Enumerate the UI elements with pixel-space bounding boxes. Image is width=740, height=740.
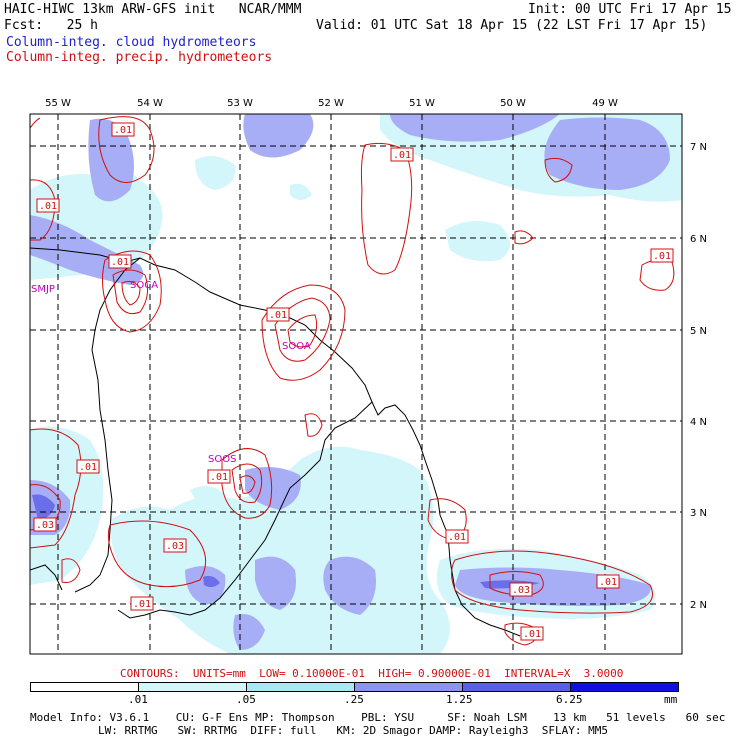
- station-label: SMJP: [31, 284, 55, 295]
- contour-label: .03: [33, 517, 57, 532]
- contour-info: CONTOURS: UNITS=mm LOW= 0.10000E-01 HIGH…: [120, 667, 624, 680]
- map-frame: [29, 113, 683, 655]
- lon-axis: 55 W 54 W 53 W 52 W 51 W 50 W 49 W: [45, 98, 618, 109]
- svg-text:.01: .01: [599, 577, 617, 588]
- svg-text:.01: .01: [210, 472, 228, 483]
- lat-label: 4 N: [690, 417, 707, 428]
- lat-lon-grid: [30, 114, 682, 654]
- svg-text:.01: .01: [79, 462, 97, 473]
- lon-label: 50 W: [500, 98, 526, 109]
- colorbar-unit: mm: [664, 693, 678, 706]
- contour-label: .03: [163, 538, 187, 553]
- colorbar-label: 6.25: [556, 693, 583, 706]
- colorbar-cell: [30, 682, 139, 692]
- shading-layer: .01 .01 .01 .01 .01 .01 .01 .01 .01 .01 …: [30, 114, 682, 654]
- colorbar-label: 1.25: [446, 693, 473, 706]
- lat-label: 5 N: [690, 326, 707, 337]
- lat-label: 6 N: [690, 234, 707, 245]
- precip-contours: [30, 116, 675, 646]
- field-precip-label: Column-integ. precip. hydrometeors: [6, 50, 273, 65]
- contour-label-layer: .01 .01 .01 .01 .01 .01 .01 .01 .01 .01 …: [33, 122, 674, 641]
- svg-text:.01: .01: [39, 201, 57, 212]
- init-time: Init: 00 UTC Fri 17 Apr 15: [528, 2, 732, 17]
- svg-text:.01: .01: [111, 257, 129, 268]
- lat-label: 7 N: [690, 142, 707, 153]
- colorbar-cell: [138, 682, 247, 692]
- lon-label: 54 W: [137, 98, 163, 109]
- field-cloud-label: Column-integ. cloud hydrometeors: [6, 35, 257, 50]
- lon-label: 53 W: [227, 98, 253, 109]
- model-info-line1: Model Info: V3.6.1 CU: G-F Ens MP: Thomp…: [30, 711, 726, 724]
- model-info-line2: LW: RRTMG SW: RRTMG DIFF: full KM: 2D Sm…: [98, 724, 608, 737]
- colorbar-label: .25: [344, 693, 364, 706]
- station-label: SOOA: [282, 341, 311, 352]
- contour-label: .01: [36, 198, 60, 213]
- contour-label: .03: [509, 582, 533, 597]
- contour-label: .01: [520, 626, 544, 641]
- svg-text:.01: .01: [133, 599, 151, 610]
- svg-text:.03: .03: [512, 585, 530, 596]
- lon-label: 49 W: [592, 98, 618, 109]
- svg-text:.01: .01: [523, 629, 541, 640]
- svg-text:.01: .01: [653, 251, 671, 262]
- colorbar-cell: [462, 682, 571, 692]
- title: HAIC-HIWC 13km ARW-GFS init NCAR/MMM: [4, 2, 302, 17]
- svg-text:.03: .03: [166, 541, 184, 552]
- contour-label: .01: [111, 122, 135, 137]
- contour-label: .01: [207, 469, 231, 484]
- lat-label: 2 N: [690, 600, 707, 611]
- svg-text:.03: .03: [36, 520, 54, 531]
- contour-label: .01: [76, 459, 100, 474]
- station-label: SOOS: [208, 454, 236, 465]
- colorbar-label: .01: [128, 693, 148, 706]
- contour-label: .01: [130, 596, 154, 611]
- svg-text:.01: .01: [448, 532, 466, 543]
- lon-label: 51 W: [409, 98, 435, 109]
- contour-label: .01: [390, 147, 414, 162]
- contour-label: .01: [445, 529, 469, 544]
- contour-label: .01: [108, 254, 132, 269]
- station-label: SOCA: [130, 280, 158, 291]
- contour-label: .01: [266, 307, 290, 322]
- colorbar-cell: [246, 682, 355, 692]
- lat-axis: 7 N 6 N 5 N 4 N 3 N 2 N: [690, 142, 707, 611]
- lon-label: 52 W: [318, 98, 344, 109]
- station-layer: SMJP SOCA SOOA SOOS: [31, 280, 311, 465]
- coastline: [30, 247, 521, 637]
- colorbar-cell: [354, 682, 463, 692]
- svg-text:.01: .01: [269, 310, 287, 321]
- svg-text:.01: .01: [393, 150, 411, 161]
- contour-label: .01: [596, 574, 620, 589]
- svg-text:.01: .01: [114, 125, 132, 136]
- lon-label: 55 W: [45, 98, 71, 109]
- contour-label: .01: [650, 248, 674, 263]
- lat-label: 3 N: [690, 508, 707, 519]
- valid-time: Valid: 01 UTC Sat 18 Apr 15 (22 LST Fri …: [316, 18, 708, 33]
- colorbar-cell: [570, 682, 679, 692]
- forecast-hour: Fcst: 25 h: [4, 18, 98, 33]
- colorbar-label: .05: [236, 693, 256, 706]
